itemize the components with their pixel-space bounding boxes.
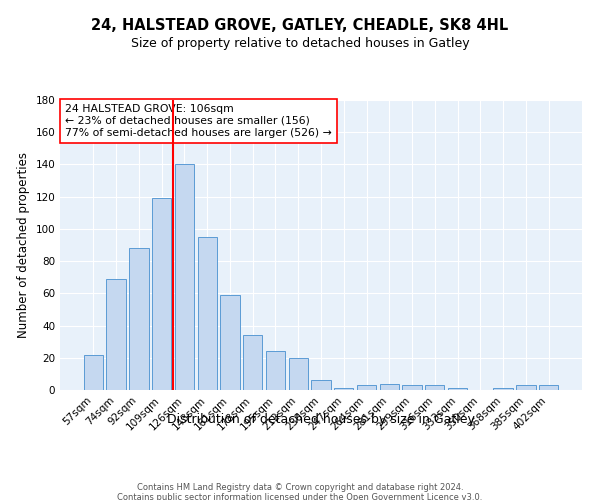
Bar <box>357 385 376 390</box>
Bar <box>220 295 239 390</box>
Bar <box>425 385 445 390</box>
Bar <box>152 198 172 390</box>
Bar <box>197 237 217 390</box>
Text: Distribution of detached houses by size in Gatley: Distribution of detached houses by size … <box>167 412 475 426</box>
Bar <box>266 352 285 390</box>
Bar <box>311 380 331 390</box>
Bar <box>539 385 558 390</box>
Bar <box>334 388 353 390</box>
Bar <box>243 335 262 390</box>
Text: 24, HALSTEAD GROVE, GATLEY, CHEADLE, SK8 4HL: 24, HALSTEAD GROVE, GATLEY, CHEADLE, SK8… <box>91 18 509 32</box>
Y-axis label: Number of detached properties: Number of detached properties <box>17 152 30 338</box>
Bar <box>403 385 422 390</box>
Bar <box>106 279 126 390</box>
Bar <box>448 388 467 390</box>
Bar <box>84 354 103 390</box>
Bar <box>129 248 149 390</box>
Bar <box>493 388 513 390</box>
Bar <box>175 164 194 390</box>
Bar <box>289 358 308 390</box>
Bar <box>380 384 399 390</box>
Text: 24 HALSTEAD GROVE: 106sqm
← 23% of detached houses are smaller (156)
77% of semi: 24 HALSTEAD GROVE: 106sqm ← 23% of detac… <box>65 104 332 138</box>
Bar <box>516 385 536 390</box>
Text: Size of property relative to detached houses in Gatley: Size of property relative to detached ho… <box>131 38 469 51</box>
Text: Contains HM Land Registry data © Crown copyright and database right 2024.
Contai: Contains HM Land Registry data © Crown c… <box>118 482 482 500</box>
